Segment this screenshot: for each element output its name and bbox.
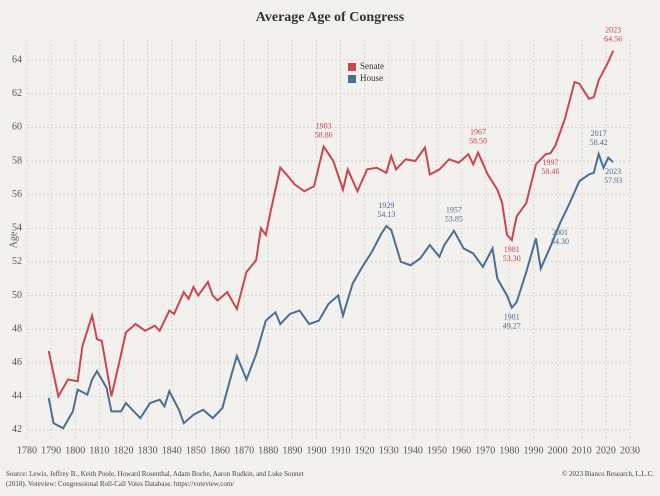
annotation-value: 54.30 — [551, 237, 569, 246]
annotation-value: 58.46 — [541, 167, 559, 176]
x-tick-label: 1830 — [138, 445, 158, 456]
annotation-value: 54.13 — [377, 210, 395, 219]
annotation-year: 1981 — [504, 245, 520, 254]
annotation-value: 53.30 — [503, 254, 521, 263]
annotation-value: 58.42 — [590, 138, 608, 147]
x-tick-label: 1960 — [451, 445, 471, 456]
x-tick-label: 2000 — [548, 445, 568, 456]
legend-swatch — [348, 75, 356, 83]
x-tick-label: 1880 — [258, 445, 278, 456]
y-tick-label: 52 — [12, 256, 22, 267]
annotation-value: 58.50 — [469, 136, 487, 145]
x-tick-label: 2030 — [620, 445, 640, 456]
y-axis-label: Age — [8, 231, 19, 248]
x-tick-label: 2010 — [572, 445, 592, 456]
legend-label: House — [360, 73, 383, 83]
y-tick-label: 54 — [12, 223, 22, 234]
y-tick-label: 60 — [12, 122, 22, 133]
chart-title: Average Age of Congress — [256, 10, 405, 25]
annotation-year: 2023 — [605, 26, 621, 35]
x-tick-label: 2020 — [596, 445, 616, 456]
y-tick-label: 46 — [12, 357, 22, 368]
x-tick-label: 1930 — [379, 445, 399, 456]
x-tick-label: 1910 — [331, 445, 351, 456]
source: Source: Lewis, Jeffrey B., Keith Poole, … — [6, 470, 304, 478]
annotation-year: 1957 — [446, 206, 462, 215]
y-tick-label: 62 — [12, 88, 22, 99]
annotation-year: 2017 — [591, 129, 607, 138]
x-tick-label: 1780 — [17, 445, 37, 456]
annotation-year: 2001 — [552, 228, 568, 237]
x-tick-label: 1850 — [186, 445, 206, 456]
y-tick-label: 56 — [12, 189, 22, 200]
annotation-value: 57.93 — [604, 176, 622, 185]
x-tick-label: 1950 — [427, 445, 447, 456]
x-tick-label: 1860 — [210, 445, 230, 456]
annotation-year: 1997 — [542, 158, 558, 167]
annotation-value: 64.56 — [604, 35, 622, 44]
y-tick-label: 58 — [12, 155, 22, 166]
x-tick-label: 1820 — [113, 445, 133, 456]
line — [47, 150, 614, 430]
x-tick-label: 1990 — [524, 445, 544, 456]
y-tick-label: 50 — [12, 290, 22, 301]
x-tick-label: 1800 — [65, 445, 85, 456]
line — [47, 50, 615, 400]
annotation-year: 1903 — [316, 121, 332, 130]
legend-swatch — [348, 63, 356, 71]
source: (2018). Voteview: Congressional Roll-Cal… — [6, 480, 234, 488]
x-tick-label: 1840 — [162, 445, 182, 456]
x-tick-label: 1940 — [403, 445, 423, 456]
y-tick-label: 44 — [12, 391, 22, 402]
x-tick-label: 1890 — [282, 445, 302, 456]
x-tick-label: 1790 — [41, 445, 61, 456]
annotation-year: 1929 — [378, 201, 394, 210]
y-tick-label: 48 — [12, 323, 22, 334]
x-tick-label: 1970 — [475, 445, 495, 456]
x-tick-label: 1980 — [499, 445, 519, 456]
annotation-year: 1981 — [504, 313, 520, 322]
legend-label: Senate — [360, 61, 384, 71]
x-tick-label: 1810 — [89, 445, 109, 456]
y-tick-label: 42 — [12, 424, 22, 435]
x-tick-label: 1870 — [234, 445, 254, 456]
y-tick-label: 64 — [12, 54, 22, 65]
credit: © 2023 Bianco Research, L.L.C. — [562, 470, 654, 478]
annotation-value: 53.85 — [445, 215, 463, 224]
annotation-year: 2023 — [605, 167, 621, 176]
annotation-year: 1967 — [470, 127, 486, 136]
x-tick-label: 1920 — [355, 445, 375, 456]
x-tick-label: 1900 — [306, 445, 326, 456]
annotation-value: 49.27 — [503, 322, 521, 331]
annotation-value: 58.86 — [315, 130, 333, 139]
